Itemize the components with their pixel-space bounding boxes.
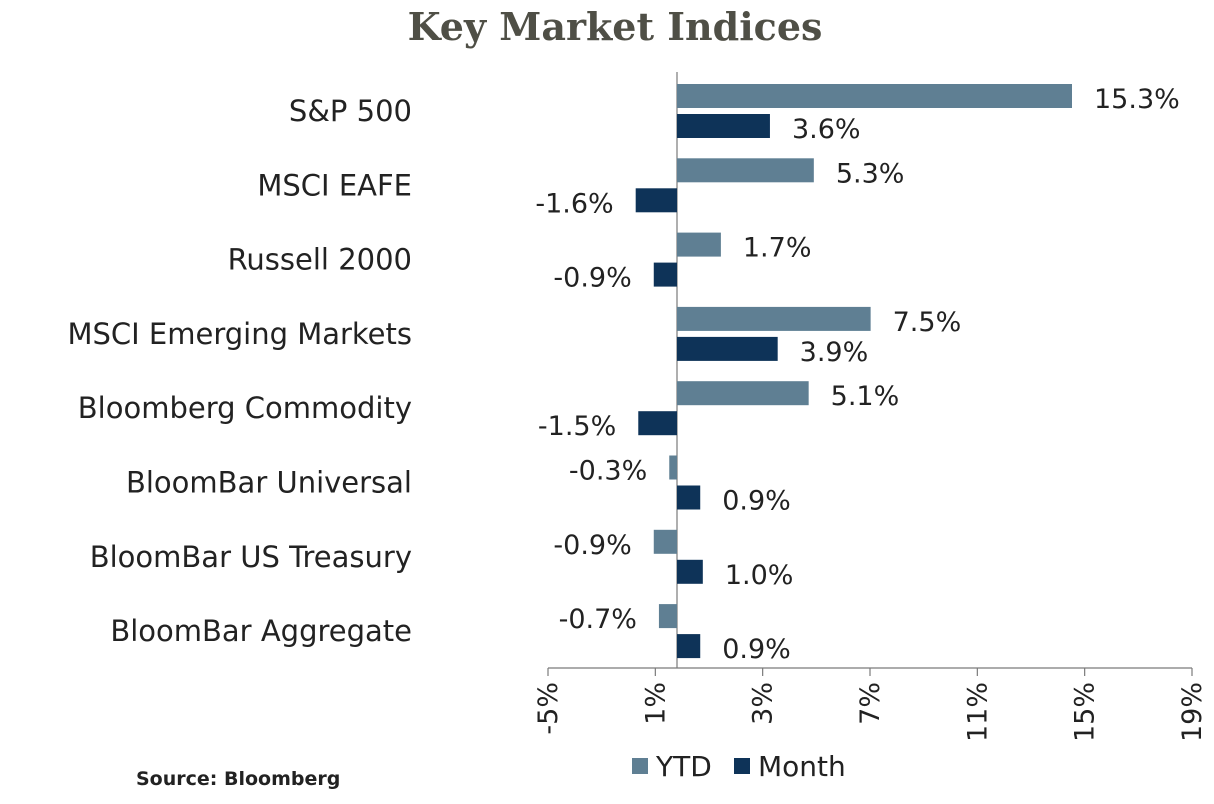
ytd-bar [677,84,1072,108]
x-tick-label: 7% [855,682,886,725]
data-label: -1.5% [538,411,616,442]
category-label: BloomBar Universal [126,466,412,500]
data-label: 15.3% [1094,84,1180,115]
data-label: 3.6% [792,114,861,145]
x-tick-label: 19% [1177,682,1208,742]
source-note: Source: Bloomberg [136,768,341,790]
data-label: 3.9% [800,337,869,368]
category-label: BloomBar Aggregate [110,614,412,648]
data-label: -0.7% [559,604,637,635]
category-label: MSCI Emerging Markets [67,317,412,351]
data-label: 0.9% [722,634,791,665]
data-label: 1.7% [743,233,812,264]
ytd-bar [677,381,809,406]
data-label: -1.6% [535,188,613,219]
x-tick-label: 3% [748,682,779,725]
month-bar [677,336,778,361]
month-bar [638,411,677,436]
legend-swatch [734,758,750,774]
chart-title: Key Market Indices [407,4,823,49]
category-label: Bloomberg Commodity [78,391,412,425]
legend-swatch [632,758,648,774]
legend-label: Month [758,750,846,783]
category-label: BloomBar US Treasury [90,540,412,574]
ytd-bar [658,604,677,629]
category-label: S&P 500 [289,94,412,128]
ytd-bar [677,306,871,331]
month-bar [677,485,701,510]
data-label: -0.3% [569,456,647,487]
legend-label: YTD [655,750,712,783]
category-label: MSCI EAFE [257,168,412,202]
month-bar [677,114,770,138]
ytd-bar [669,455,677,480]
x-tick-label: 1% [640,682,671,725]
month-bar [653,262,677,287]
month-bar [677,559,703,584]
month-bar [677,634,701,659]
data-label: 5.1% [831,381,900,412]
x-tick-label: 11% [962,682,993,742]
data-label: 0.9% [722,486,791,517]
ytd-bar [653,529,677,554]
data-label: -0.9% [553,530,631,561]
data-label: 5.3% [836,158,905,189]
x-tick-label: 15% [1070,682,1101,742]
data-label: -0.9% [553,263,631,294]
data-label: 1.0% [725,560,794,591]
ytd-bar [677,158,814,183]
x-tick-label: -5% [533,682,564,735]
category-label: Russell 2000 [228,243,412,277]
data-label: 7.5% [893,307,962,338]
month-bar [635,188,677,213]
ytd-bar [677,232,721,257]
